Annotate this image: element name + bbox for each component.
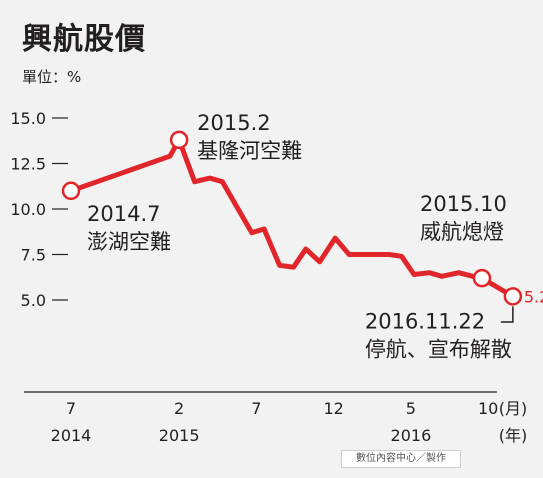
labels: 2014.7 澎湖空難 2015.2 基隆河空難 2015.10 威航熄燈 2016.11.… <box>87 111 543 362</box>
annotation-date: 2015.10 <box>420 192 507 216</box>
end-value-label: 5.2 <box>524 287 543 306</box>
x-tick-month: 5 <box>406 399 416 418</box>
x-tick-year: 2015 <box>159 426 200 445</box>
markers <box>61 130 523 306</box>
leader-line <box>500 306 514 323</box>
unit-label: 單位：% <box>22 68 82 86</box>
series-line <box>68 137 516 299</box>
x-tick-year: 2016 <box>391 426 432 445</box>
x-unit-year: (年) <box>499 426 528 445</box>
event-marker <box>61 181 81 201</box>
annotation-date: 2014.7 <box>87 202 160 226</box>
x-tick-month: 10 <box>478 399 498 418</box>
y-tick-label: 5.0 <box>21 291 46 310</box>
axes: 15.0 12.5 10.0 7.5 5.0 7 2014 2 2015 7 12 5 2016 10 (月… <box>10 109 527 445</box>
chart-title: 興航股價 <box>22 22 146 57</box>
y-tick-label: 12.5 <box>10 155 46 174</box>
y-tick-label: 10.0 <box>10 200 46 219</box>
x-tick-month: 12 <box>323 399 343 418</box>
x-tick-year: 2014 <box>51 426 92 445</box>
annotation-event: 基隆河空難 <box>197 139 302 163</box>
annotation-event: 澎湖空難 <box>87 230 171 254</box>
x-tick-month: 7 <box>251 399 261 418</box>
y-tick-label: 7.5 <box>21 246 46 265</box>
y-tick-label: 15.0 <box>10 109 46 128</box>
credit-label: 數位內容中心／製作 <box>341 450 461 468</box>
x-tick-month: 2 <box>174 399 184 418</box>
event-marker <box>169 130 189 150</box>
x-tick-month: 7 <box>66 399 76 418</box>
event-marker <box>503 287 523 306</box>
annotation-event: 威航熄燈 <box>420 220 504 244</box>
annotation-event: 停航、宣布解散 <box>365 337 512 361</box>
x-unit-month: (月) <box>499 399 528 418</box>
annotation-date: 2015.2 <box>197 111 270 135</box>
event-marker <box>472 268 492 288</box>
price-line <box>68 137 516 299</box>
annotation-date: 2016.11.22 <box>365 309 485 333</box>
